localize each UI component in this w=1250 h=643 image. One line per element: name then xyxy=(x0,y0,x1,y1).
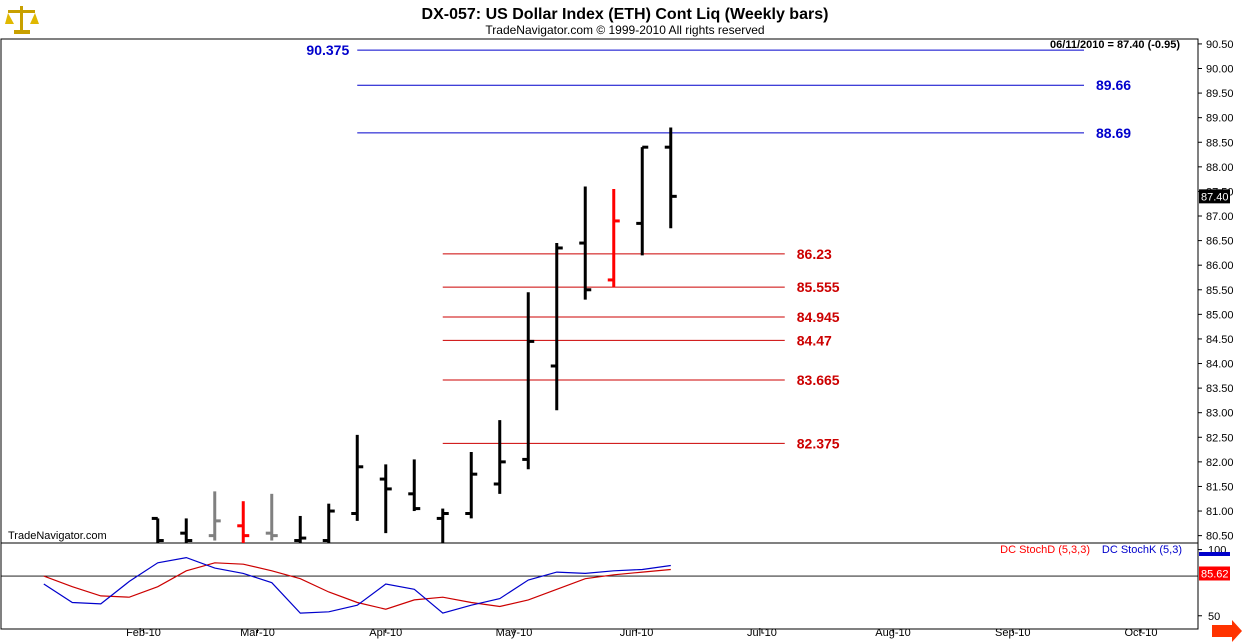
level-label: 90.375 xyxy=(306,42,349,58)
price-tick-label: 82.50 xyxy=(1206,432,1234,444)
price-tick-label: 90.50 xyxy=(1206,39,1234,51)
stochk-legend: DC StochK (5,3) xyxy=(1102,544,1182,556)
last-quote-readout: 06/11/2010 = 87.40 (-0.95) xyxy=(1050,39,1180,51)
price-tick-label: 87.00 xyxy=(1206,211,1234,223)
ohlc-bar xyxy=(237,501,250,543)
stoch-lines xyxy=(43,556,671,614)
level-lines: 90.375 89.66 88.69 86.23 85.555 84.945 84.47 83… xyxy=(306,42,1131,451)
level-label: 85.555 xyxy=(797,279,840,295)
stochk-line xyxy=(43,556,671,614)
stoch-tick-label: 50 xyxy=(1208,611,1220,623)
ohlc-bar xyxy=(379,464,392,534)
price-tick-label: 85.00 xyxy=(1206,309,1234,321)
date-tick-label: Jun-10 xyxy=(620,627,654,639)
date-tick-label: Apr-10 xyxy=(369,627,402,639)
date-tick-label: Mar-10 xyxy=(240,627,275,639)
price-tick-label: 84.00 xyxy=(1206,359,1234,371)
date-tick-label: Sep-10 xyxy=(995,627,1030,639)
price-tick-label: 83.50 xyxy=(1206,383,1234,395)
ohlc-bar xyxy=(664,127,677,229)
level-label: 83.665 xyxy=(797,372,840,388)
level-label: 84.945 xyxy=(797,309,840,325)
ohlc-bar xyxy=(151,516,164,543)
ohlc-bar xyxy=(208,491,221,541)
ohlc-bar xyxy=(294,515,307,543)
watermark-text: TradeNavigator.com xyxy=(8,530,107,542)
stochd-line xyxy=(43,562,671,610)
price-tick-label: 88.50 xyxy=(1206,137,1234,149)
ohlc-bar xyxy=(636,145,649,256)
last-price-box xyxy=(1199,189,1230,204)
date-tick-label: Oct-10 xyxy=(1124,627,1157,639)
date-tick-label: Jul-10 xyxy=(747,627,777,639)
stochd-legend: DC StochD (5,3,3) xyxy=(1000,544,1090,556)
ohlc-bar xyxy=(436,508,449,543)
stoch-last-value-box xyxy=(1199,566,1230,581)
ohlc-bar xyxy=(322,503,335,543)
level-label: 84.47 xyxy=(797,332,832,348)
ohlc-bar xyxy=(607,188,620,288)
date-axis: Feb-10 Mar-10 Apr-10 May-10 Jun-10 Jul-10 Aug-… xyxy=(126,627,1157,639)
price-tick-label: 83.00 xyxy=(1206,408,1234,420)
last-price-marker: 87.40 xyxy=(1199,189,1230,204)
price-axis: 80.50 81.00 81.50 82.00 82.50 83.00 83.50 84.00… xyxy=(1198,39,1234,543)
level-label: 89.66 xyxy=(1096,77,1131,93)
price-tick-label: 81.50 xyxy=(1206,481,1234,493)
date-tick-label: May-10 xyxy=(496,627,533,639)
price-tick-label: 89.50 xyxy=(1206,88,1234,100)
chart-frame xyxy=(0,38,1199,630)
price-tick-label: 88.00 xyxy=(1206,162,1234,174)
price-tick-label: 90.00 xyxy=(1206,64,1234,76)
ohlc-bar xyxy=(579,186,592,300)
price-tick-label: 86.50 xyxy=(1206,236,1234,248)
chart-subtitle: TradeNavigator.com © 1999-2010 All right… xyxy=(485,23,764,37)
level-label: 82.375 xyxy=(797,435,840,451)
price-tick-label: 81.00 xyxy=(1206,506,1234,518)
ohlc-bar xyxy=(351,434,364,521)
last-price-label: 87.40 xyxy=(1201,191,1229,203)
ohlc-bar xyxy=(265,493,278,541)
scales-logo-icon xyxy=(5,6,39,34)
ohlc-bar xyxy=(550,243,563,411)
level-label: 86.23 xyxy=(797,246,832,262)
price-tick-label: 80.50 xyxy=(1206,531,1234,543)
scroll-right-arrow-icon[interactable] xyxy=(1212,620,1242,642)
price-tick-label: 85.50 xyxy=(1206,285,1234,297)
ohlc-bar xyxy=(493,420,506,494)
stochk-marker xyxy=(1199,552,1230,556)
level-label: 88.69 xyxy=(1096,125,1131,141)
price-bars xyxy=(151,127,677,543)
date-tick-label: Feb-10 xyxy=(126,627,161,639)
ohlc-bar xyxy=(180,518,193,543)
price-tick-label: 89.00 xyxy=(1206,113,1234,125)
ohlc-bar xyxy=(408,459,421,512)
price-tick-label: 82.00 xyxy=(1206,457,1234,469)
price-tick-label: 84.50 xyxy=(1206,334,1234,346)
price-tick-label: 86.00 xyxy=(1206,260,1234,272)
ohlc-bar xyxy=(522,292,535,470)
stoch-last-value-label: 85.62 xyxy=(1201,568,1229,580)
ohlc-bar xyxy=(465,452,478,519)
chart-title: DX-057: US Dollar Index (ETH) Cont Liq (… xyxy=(422,6,829,23)
date-tick-label: Aug-10 xyxy=(875,627,910,639)
